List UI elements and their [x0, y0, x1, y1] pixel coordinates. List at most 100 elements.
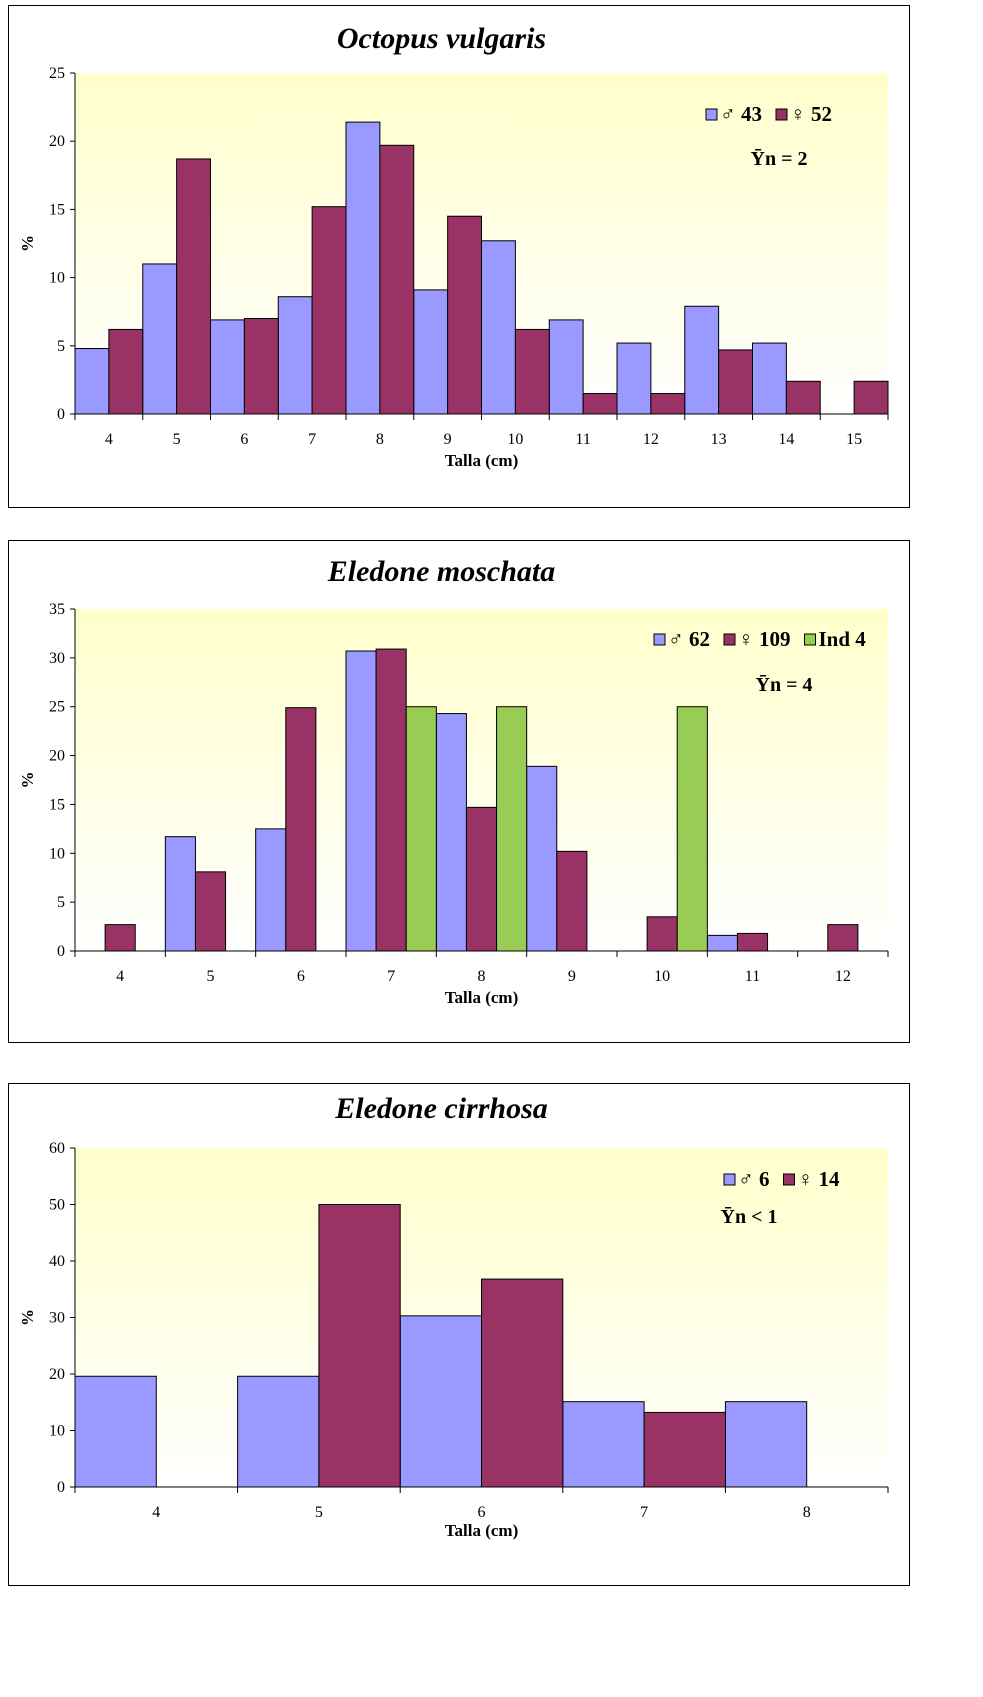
y-tick-label: 20	[49, 133, 65, 150]
x-axis-label: Talla (cm)	[445, 1521, 519, 1540]
y-tick-label: 40	[49, 1253, 65, 1270]
y-tick-label: 35	[49, 601, 65, 618]
chart-svg: Octopus vulgaris 0 5 10 15 20 25% 4 5 6 7 8 9 10 11 12 1…	[18, 22, 889, 470]
legend-swatch-indeterminate	[804, 633, 816, 646]
x-tick-label: 4	[105, 431, 113, 448]
bar-female	[108, 328, 144, 415]
y-axis-label: %	[18, 235, 37, 252]
bar-male	[237, 1375, 320, 1488]
x-tick-label: 12	[643, 431, 659, 448]
bar-female	[514, 328, 550, 415]
y-tick-label: 50	[49, 1197, 65, 1214]
y-tick-label: 15	[49, 796, 65, 813]
bar-female	[176, 158, 211, 415]
x-tick-label: 7	[640, 1504, 648, 1521]
legend-swatch-female	[783, 1173, 795, 1186]
bar-male	[413, 289, 449, 415]
bar-female	[736, 932, 769, 952]
legend-swatch-male	[723, 1173, 736, 1186]
x-tick-label: 8	[478, 968, 486, 985]
bar-indeterminate	[496, 706, 528, 952]
bar-male	[752, 342, 787, 415]
legend-label-male: ♂ 6	[738, 1167, 770, 1191]
x-tick-label: 8	[803, 1504, 811, 1521]
bar-male	[562, 1401, 645, 1488]
x-tick-label: 15	[846, 431, 862, 448]
chart-eledone-moschata: Eledone moschata 0 5 10 15 20 25 30 35% 4 5 6 7 8 9 10 1…	[8, 540, 910, 1043]
bar-female	[465, 806, 498, 952]
annotation-mean: Ȳn = 4	[756, 674, 813, 696]
legend-label-indeterminate: Ind 4	[819, 627, 867, 651]
y-tick-label: 0	[57, 406, 65, 423]
y-tick-label: 10	[49, 845, 65, 862]
y-tick-label: 20	[49, 748, 65, 765]
chart-svg: Eledone cirrhosa 0 10 20 30 40 50 60% 4 5 6 7 8 Talla…	[18, 1092, 889, 1540]
bar-female	[718, 349, 753, 415]
y-axis-label: %	[18, 1309, 37, 1326]
x-tick-label: 9	[568, 968, 576, 985]
x-tick-label: 7	[308, 431, 316, 448]
x-tick-label: 7	[387, 968, 395, 985]
bar-male	[481, 240, 516, 415]
x-tick-label: 9	[444, 431, 452, 448]
bar-male	[724, 1401, 808, 1488]
bar-female	[243, 318, 279, 415]
chart-svg: Eledone moschata 0 5 10 15 20 25 30 35% 4 5 6 7 8 9 10 1…	[18, 555, 889, 1007]
bar-female	[318, 1204, 401, 1488]
y-tick-label: 0	[57, 1479, 65, 1496]
bar-male	[255, 828, 287, 952]
bar-male	[684, 305, 720, 415]
y-tick-label: 10	[49, 1423, 65, 1440]
bar-female	[785, 380, 821, 415]
bar-male	[142, 263, 178, 415]
bar-male	[706, 934, 738, 952]
legend-swatch-female	[723, 633, 736, 646]
bar-female	[285, 707, 317, 952]
legend-label-female: ♀ 52	[790, 102, 832, 126]
bar-female	[311, 206, 347, 415]
bar-male	[548, 319, 584, 415]
bar-indeterminate	[676, 706, 708, 952]
y-tick-label: 30	[49, 650, 65, 667]
x-tick-label: 13	[711, 431, 727, 448]
x-tick-label: 11	[745, 968, 760, 985]
legend-label-female: ♀ 14	[798, 1167, 841, 1191]
y-tick-label: 5	[57, 338, 65, 355]
bar-female	[582, 393, 618, 415]
x-tick-label: 6	[478, 1504, 486, 1521]
y-tick-label: 25	[49, 65, 65, 82]
bar-male	[345, 121, 381, 415]
bar-female	[650, 393, 686, 415]
bar-female	[379, 144, 415, 415]
bar-female	[643, 1411, 726, 1488]
chart-title: Eledone moschata	[327, 555, 556, 588]
bar-male	[435, 713, 467, 952]
bar-male	[277, 296, 313, 415]
x-tick-label: 4	[116, 968, 124, 985]
bar-female	[646, 916, 678, 952]
bar-male	[399, 1315, 483, 1488]
legend-label-male: ♂ 62	[668, 627, 710, 651]
legend-swatch-male	[705, 108, 718, 121]
y-tick-label: 10	[49, 270, 65, 287]
x-tick-label: 5	[173, 431, 181, 448]
bar-male	[210, 319, 245, 415]
x-tick-label: 6	[240, 431, 248, 448]
bar-male	[345, 650, 377, 952]
x-tick-label: 5	[207, 968, 215, 985]
bar-female	[375, 648, 407, 952]
y-tick-label: 0	[57, 943, 65, 960]
chart-title: Eledone cirrhosa	[334, 1092, 548, 1125]
y-tick-label: 30	[49, 1310, 65, 1327]
bar-female	[447, 215, 482, 415]
bar-male	[616, 342, 652, 415]
chart-eledone-cirrhosa: Eledone cirrhosa 0 10 20 30 40 50 60% 4 5 6 7 8 Talla…	[8, 1083, 910, 1586]
x-tick-label: 4	[152, 1504, 160, 1521]
y-tick-label: 60	[49, 1140, 65, 1157]
y-axis-label: %	[18, 772, 37, 789]
y-tick-label: 5	[57, 894, 65, 911]
legend-label-male: ♂ 43	[720, 102, 762, 126]
x-tick-label: 6	[297, 968, 305, 985]
x-axis-label: Talla (cm)	[445, 988, 519, 1007]
bar-male	[164, 836, 196, 952]
